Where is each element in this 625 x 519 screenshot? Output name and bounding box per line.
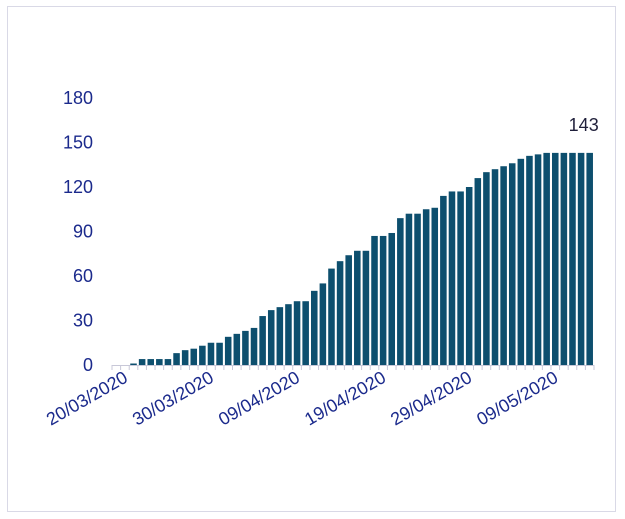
x-tick-label: 09/05/2020 bbox=[473, 367, 561, 429]
bar bbox=[267, 310, 275, 365]
bar bbox=[233, 333, 241, 365]
bar bbox=[276, 307, 284, 365]
y-tick-label: 90 bbox=[73, 222, 93, 242]
x-tick-label: 20/03/2020 bbox=[43, 367, 131, 429]
bar bbox=[586, 152, 593, 365]
bar bbox=[207, 342, 215, 365]
x-tick-label: 19/04/2020 bbox=[301, 367, 389, 429]
bar bbox=[285, 304, 292, 365]
bar bbox=[173, 353, 180, 365]
bar bbox=[319, 283, 327, 365]
bar bbox=[569, 152, 576, 365]
bar bbox=[414, 213, 421, 365]
bar bbox=[508, 163, 516, 365]
y-tick-label: 30 bbox=[73, 311, 93, 331]
bar bbox=[156, 359, 163, 365]
bar bbox=[526, 155, 533, 365]
bar bbox=[310, 290, 318, 365]
bar bbox=[440, 195, 447, 365]
bar bbox=[371, 235, 378, 365]
x-tick-label: 29/04/2020 bbox=[387, 367, 475, 429]
bar bbox=[560, 152, 568, 365]
bar bbox=[422, 209, 430, 365]
bar bbox=[491, 169, 499, 365]
bar bbox=[199, 345, 206, 365]
bar bbox=[500, 166, 507, 365]
bar bbox=[577, 152, 585, 365]
bar bbox=[457, 191, 464, 365]
bar bbox=[354, 250, 361, 365]
bar bbox=[405, 213, 413, 365]
bar bbox=[138, 359, 146, 365]
bar bbox=[362, 250, 370, 365]
bar bbox=[259, 316, 266, 365]
bar bbox=[534, 154, 542, 365]
bar bbox=[551, 152, 559, 365]
bar bbox=[250, 327, 258, 365]
x-tick-label: 30/03/2020 bbox=[129, 367, 217, 429]
y-tick-label: 180 bbox=[63, 88, 93, 108]
bar bbox=[483, 172, 490, 365]
bar bbox=[397, 218, 404, 365]
bar bbox=[345, 255, 352, 365]
bar bbox=[181, 350, 189, 365]
data-label: 143 bbox=[569, 115, 599, 135]
bar bbox=[224, 336, 232, 365]
bar bbox=[216, 342, 223, 365]
bar bbox=[388, 232, 396, 365]
bar bbox=[130, 363, 137, 365]
bar bbox=[336, 261, 344, 365]
bar bbox=[164, 359, 172, 365]
bar bbox=[147, 359, 155, 365]
bar bbox=[543, 152, 550, 365]
bar bbox=[465, 187, 473, 365]
bar bbox=[302, 301, 309, 365]
bar bbox=[190, 348, 198, 365]
bar bbox=[517, 158, 525, 365]
bar bbox=[293, 301, 301, 365]
bar bbox=[328, 268, 335, 365]
y-tick-label: 0 bbox=[83, 355, 93, 375]
x-tick-label: 09/04/2020 bbox=[215, 367, 303, 429]
bar bbox=[242, 330, 249, 365]
bar bbox=[474, 178, 482, 365]
bar bbox=[448, 191, 456, 365]
bar bbox=[431, 207, 439, 365]
chart-frame bbox=[7, 6, 616, 512]
y-tick-label: 120 bbox=[63, 177, 93, 197]
bar bbox=[379, 235, 387, 365]
y-tick-label: 60 bbox=[73, 266, 93, 286]
y-tick-label: 150 bbox=[63, 133, 93, 153]
